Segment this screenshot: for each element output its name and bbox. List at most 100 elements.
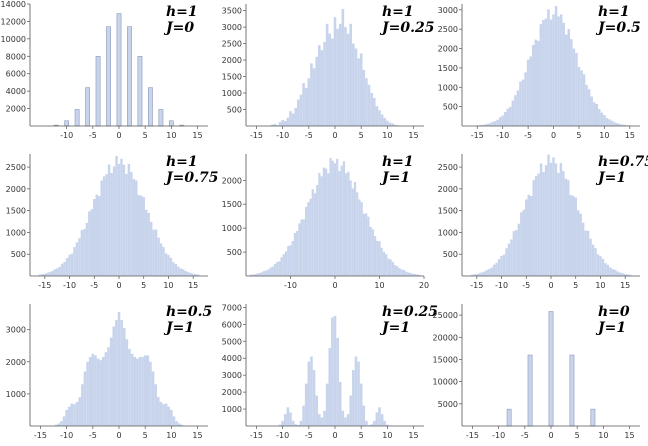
x-tick-label: -5 (90, 281, 98, 290)
histogram-bar (583, 74, 586, 126)
histogram-bar (133, 357, 136, 426)
histogram-bar (294, 108, 297, 126)
histogram-bar (508, 244, 510, 276)
histogram-bar (542, 172, 544, 276)
y-tick-label: 14000 (1, 0, 26, 9)
histogram-bar (545, 18, 548, 126)
y-tick-label: 2500 (222, 40, 242, 49)
histogram-bar (356, 192, 358, 276)
parameter-label: h=0.5 (166, 304, 212, 320)
histogram-bar (378, 407, 381, 426)
histogram-bar (68, 407, 71, 426)
histogram-bar (383, 252, 385, 276)
y-tick-label: 500 (443, 103, 458, 112)
x-tick-label: 0 (548, 431, 553, 440)
histogram-bar (305, 384, 308, 426)
histogram-bar (105, 352, 108, 426)
histogram-bar (528, 355, 532, 426)
y-tick-label: 20000 (433, 333, 458, 342)
histogram-bar (578, 67, 581, 126)
histogram-bar (100, 180, 102, 276)
y-tick-label: 1500 (438, 207, 458, 216)
histogram-bar (321, 176, 323, 276)
histogram-bar (398, 268, 400, 276)
histogram-bar (602, 259, 604, 276)
y-tick-label: 2000 (6, 358, 26, 367)
histogram-bar (577, 210, 579, 276)
histogram-bar (405, 272, 407, 276)
histogram-bar (113, 166, 115, 276)
histogram-bar (483, 272, 485, 276)
histogram-bar (281, 120, 284, 126)
histogram-bar (323, 168, 325, 276)
histogram-bar (349, 180, 351, 276)
histogram-bar (510, 239, 512, 276)
histogram-bar (349, 396, 352, 427)
histogram-bar (403, 270, 405, 276)
histogram-bar (284, 414, 287, 426)
x-tick-label: 15 (408, 431, 418, 440)
histogram-bar (323, 411, 326, 426)
histogram-bar (507, 109, 510, 126)
parameter-label: J=0.75 (163, 170, 218, 186)
histogram-bar (155, 230, 157, 276)
histogram-bar (150, 222, 152, 276)
y-tick-label: 1500 (6, 207, 26, 216)
histogram-bar (360, 53, 363, 126)
histogram-bar (105, 174, 107, 276)
histogram-panel: -15-10-50510155001000150020002500h=0.75J… (432, 150, 646, 296)
histogram-bar (312, 189, 314, 276)
histogram-bar (133, 179, 135, 276)
histogram-bar (157, 238, 159, 276)
histogram-bar (187, 272, 189, 276)
y-tick-label: 1000 (222, 405, 242, 414)
histogram-bar (81, 230, 83, 276)
histogram-bar (148, 88, 152, 126)
histogram-bar (368, 85, 371, 126)
y-tick-label: 6000 (6, 70, 26, 79)
y-tick-label: 7000 (222, 303, 242, 312)
histogram-bar (108, 165, 110, 276)
y-tick-label: 2500 (438, 25, 458, 34)
histogram-bar (575, 53, 578, 126)
x-tick-label: -15 (250, 131, 263, 140)
histogram-bar (373, 421, 376, 426)
histogram-bar (167, 255, 169, 276)
histogram-bar (258, 273, 260, 276)
x-tick-label: -5 (524, 131, 532, 140)
histogram-bar (51, 271, 53, 276)
histogram-bar (587, 231, 589, 276)
histogram-bar (65, 410, 68, 426)
histogram-bar (81, 384, 84, 426)
histogram-bar (537, 173, 539, 276)
histogram-bar (607, 265, 609, 276)
histogram-bar (496, 120, 499, 126)
histogram-bar (274, 264, 276, 276)
x-tick-label: -10 (60, 131, 73, 140)
histogram-bar (349, 24, 352, 126)
histogram-bar (96, 195, 98, 276)
histogram-bar (118, 164, 120, 276)
x-tick-label: -10 (284, 281, 297, 290)
histogram-bar (336, 338, 339, 426)
histogram-bar (570, 355, 574, 426)
histogram-bar (97, 359, 100, 426)
histogram-bar (157, 397, 160, 426)
histogram-bar (115, 156, 117, 276)
histogram-bar (579, 214, 581, 276)
histogram-bar (313, 370, 316, 426)
parameter-label: h=0.75 (598, 154, 648, 170)
histogram-bar (389, 123, 392, 126)
histogram-bar (505, 248, 507, 276)
y-tick-label: 1000 (6, 228, 26, 237)
histogram-bar (523, 210, 525, 276)
histogram-bar (318, 414, 321, 426)
histogram-bar (501, 115, 504, 126)
histogram-bar (323, 42, 326, 126)
histogram-bar (347, 414, 350, 426)
histogram-bar (503, 255, 505, 276)
histogram-bar (172, 262, 174, 276)
histogram-bar (103, 176, 105, 276)
y-tick-label: 25000 (433, 311, 458, 320)
